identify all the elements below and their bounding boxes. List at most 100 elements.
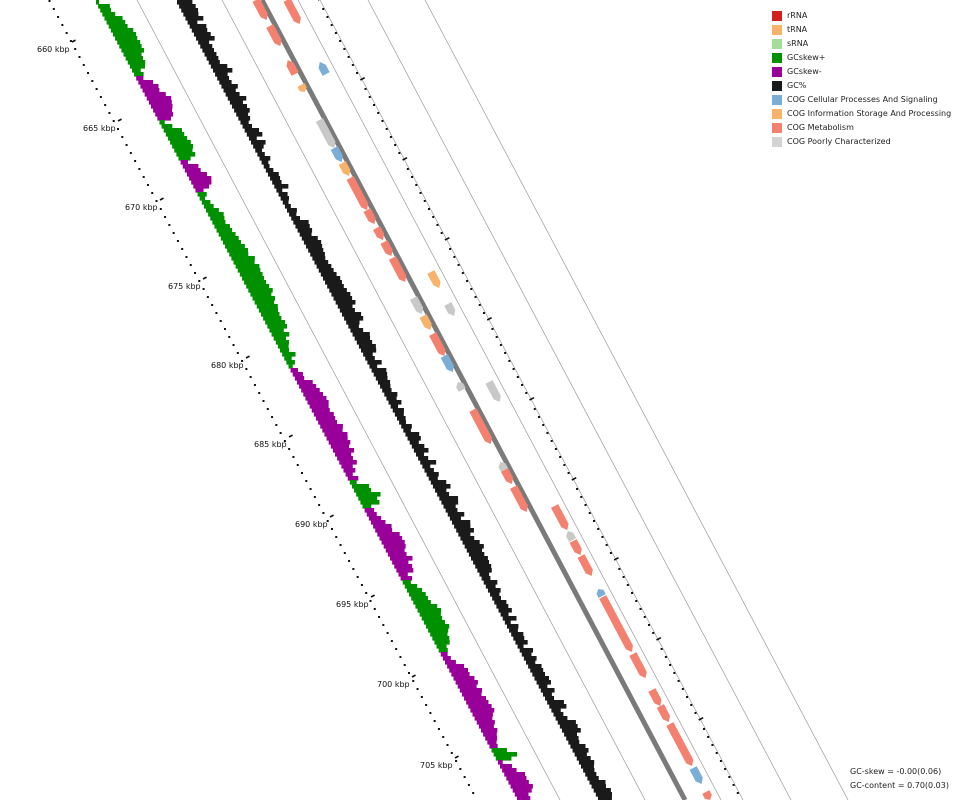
cog-feature <box>444 302 456 316</box>
legend-label: tRNA <box>787 25 808 34</box>
minor-tick <box>437 728 440 730</box>
gc-content-bar <box>581 764 594 769</box>
outer-minor-tick <box>495 336 498 338</box>
gc-content-bar <box>380 384 391 389</box>
outer-minor-tick <box>377 112 380 114</box>
outer-minor-tick <box>546 432 549 434</box>
gc-skew-bar <box>263 316 282 321</box>
gc-content-bar <box>331 292 351 297</box>
gc-skew-bar <box>472 712 493 717</box>
cog-feature <box>485 380 501 402</box>
gc-content-bar <box>551 708 561 713</box>
guide-line <box>297 0 722 800</box>
ruler-label: 685 kbp <box>254 440 287 449</box>
ruler-label: 695 kbp <box>336 600 369 609</box>
gc-skew-bar <box>121 48 145 53</box>
gc-skew-bar <box>373 524 392 529</box>
gc-content-bar <box>540 688 555 693</box>
minor-tick <box>326 520 329 522</box>
gc-skew-bar <box>453 676 475 681</box>
outer-minor-tick <box>724 768 727 770</box>
cog-feature <box>338 161 351 176</box>
gc-skew-bar <box>447 664 465 669</box>
cog-feature <box>689 766 703 784</box>
major-tick <box>202 276 207 280</box>
cog-feature <box>346 176 369 210</box>
gc-skew-bar <box>457 684 477 689</box>
minor-tick <box>91 80 94 82</box>
gc-content-bar <box>464 544 484 549</box>
outer-minor-tick <box>478 304 481 306</box>
outer-major-tick <box>698 716 704 721</box>
gc-content-bar <box>526 660 536 665</box>
gc-content-bar <box>473 560 490 565</box>
gc-skew-bar <box>286 360 295 365</box>
minor-tick <box>108 112 111 114</box>
minor-tick <box>266 408 269 410</box>
gc-skew-bar <box>489 744 498 749</box>
gc-skew-bar <box>288 364 293 369</box>
outer-minor-tick <box>326 16 329 18</box>
gc-content-bar <box>308 248 324 253</box>
gc-skew-bar <box>493 752 518 757</box>
gc-content-bar <box>564 732 577 737</box>
minor-tick <box>219 320 222 322</box>
gc-skew-bar <box>428 628 449 633</box>
outer-minor-tick <box>351 64 354 66</box>
outer-minor-tick <box>702 728 705 730</box>
gc-content-bar <box>282 200 289 205</box>
outer-minor-tick <box>647 624 650 626</box>
gc-content-bar <box>500 612 509 617</box>
minor-tick <box>296 464 299 466</box>
cog-feature <box>599 595 623 632</box>
gc-skew-bar <box>140 84 159 89</box>
gc-skew-bar <box>506 776 527 781</box>
outer-minor-tick <box>588 512 591 514</box>
gc-skew-bar <box>260 312 280 317</box>
outer-major-tick <box>359 76 366 81</box>
legend-swatch <box>772 123 782 133</box>
minor-tick <box>322 512 325 514</box>
minor-tick <box>420 696 423 698</box>
gc-content-bar <box>225 92 240 97</box>
outer-minor-tick <box>732 784 735 786</box>
gc-skew-bar <box>231 256 255 261</box>
gc-skew-bar <box>390 556 413 561</box>
minor-tick <box>74 48 77 50</box>
outer-minor-tick <box>673 672 676 674</box>
minor-tick <box>352 568 355 570</box>
gc-skew-bar <box>364 508 375 513</box>
cog-feature <box>440 354 454 372</box>
gc-skew-bar <box>362 504 372 509</box>
legend-label: GCskew- <box>787 67 822 76</box>
outer-minor-tick <box>550 440 553 442</box>
minor-tick <box>181 248 184 250</box>
outer-minor-tick <box>681 688 684 690</box>
guide-line <box>221 0 646 800</box>
outer-minor-tick <box>461 272 464 274</box>
minor-tick <box>283 440 286 442</box>
gc-skew-bar <box>476 720 495 725</box>
cog-feature <box>297 83 307 92</box>
cog-feature <box>427 270 441 288</box>
gc-skew-bar <box>345 472 353 477</box>
outer-minor-tick <box>466 280 469 282</box>
outer-minor-tick <box>559 456 562 458</box>
gc-content-bar <box>390 404 399 409</box>
legend-label: rRNA <box>787 11 808 20</box>
gc-content-bar <box>221 84 238 89</box>
gc-skew-bar <box>404 584 418 589</box>
ruler-label: 670 kbp <box>125 203 158 212</box>
major-tick <box>411 674 416 678</box>
outer-minor-tick <box>542 424 545 426</box>
outer-minor-tick <box>677 680 680 682</box>
gc-skew-bar <box>176 152 196 157</box>
cog-feature <box>266 24 282 46</box>
minor-tick <box>176 240 179 242</box>
gc-content-bar <box>589 780 606 785</box>
outer-major-tick <box>486 316 493 321</box>
cog-feature <box>456 382 466 392</box>
gc-skew-bar <box>106 20 126 25</box>
minor-tick <box>185 256 188 258</box>
outer-minor-tick <box>643 616 646 618</box>
